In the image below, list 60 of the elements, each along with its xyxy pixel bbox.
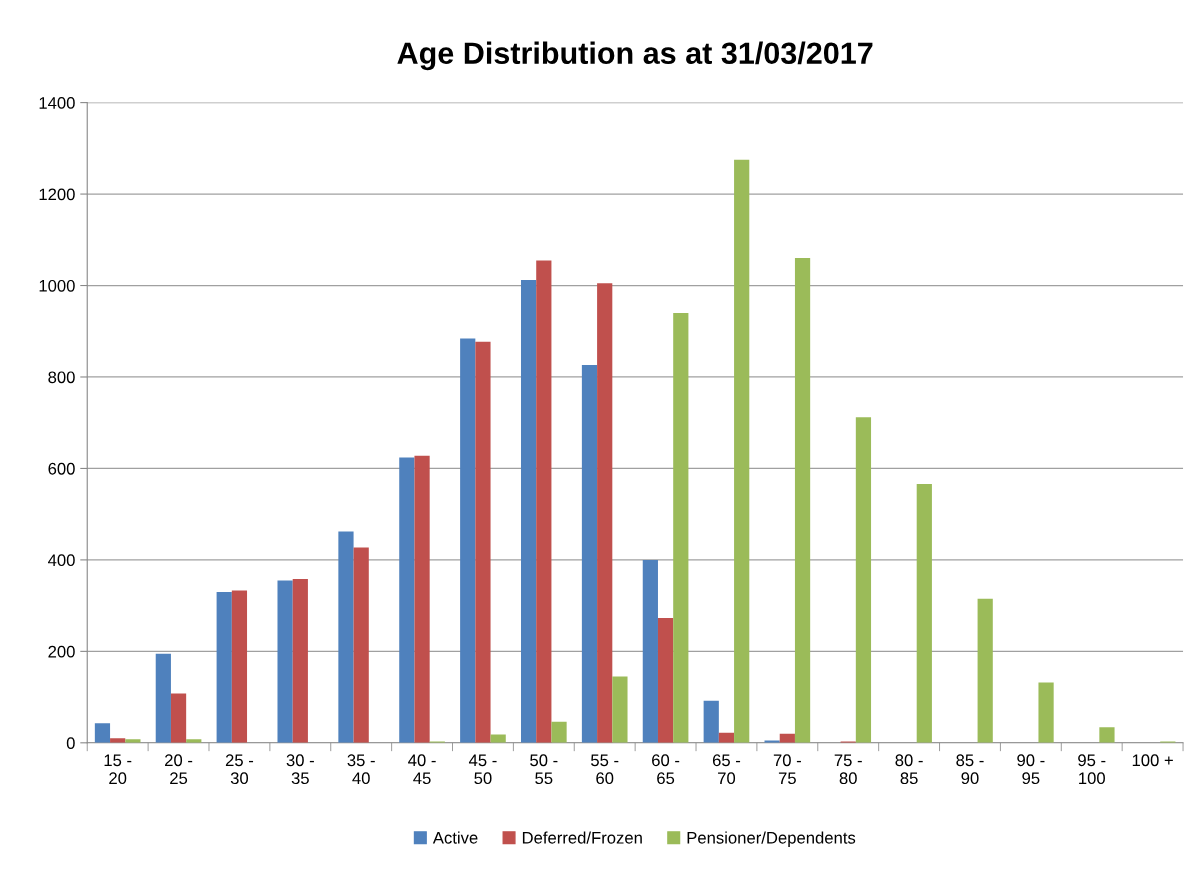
x-tick-label: 45 - 50 — [468, 754, 497, 785]
bar — [475, 341, 491, 743]
x-tick-label: 65 - 70 — [712, 754, 741, 785]
y-tick-label: 1400 — [39, 97, 75, 109]
y-tick-label: 1000 — [39, 279, 75, 292]
y-tick-label: 600 — [48, 462, 75, 475]
bar — [338, 531, 354, 743]
bar — [673, 312, 689, 743]
x-tick-label: 15 - 20 — [104, 754, 132, 785]
x-tick-label: 35 - 40 — [347, 754, 375, 785]
bar — [581, 365, 598, 743]
bar — [916, 483, 932, 743]
x-tick-label: 60 - 65 — [652, 754, 680, 785]
y-tick-label: 800 — [48, 371, 75, 384]
bar — [170, 693, 187, 743]
x-tick-label: 90 - 95 — [1017, 754, 1045, 785]
x-tick-label: 40 - 45 — [408, 754, 436, 785]
bar — [977, 598, 993, 743]
bar — [521, 280, 537, 743]
x-tick-label: 20 - 25 — [165, 754, 193, 785]
bar — [353, 547, 369, 743]
bar — [94, 723, 111, 743]
bar — [794, 258, 811, 743]
x-tick-label: 55 - 60 — [591, 754, 619, 785]
x-tick-label: 75 - 80 — [834, 754, 862, 785]
x-tick-label: 30 - 35 — [286, 754, 314, 785]
bar — [703, 700, 719, 743]
x-tick-label: 70 - 75 — [773, 754, 801, 785]
bar — [292, 579, 308, 743]
bar — [855, 417, 872, 743]
bar — [551, 721, 567, 743]
bar — [1038, 682, 1054, 743]
bar — [597, 283, 613, 743]
bar — [1099, 727, 1115, 743]
bar — [155, 653, 171, 743]
bar — [460, 338, 476, 743]
x-tick-label: 25 - 30 — [225, 754, 254, 785]
legend-label: Active — [432, 831, 478, 844]
y-tick-label: 400 — [48, 554, 75, 567]
y-tick-label: 0 — [66, 737, 75, 750]
bar — [216, 591, 232, 743]
bar — [642, 559, 658, 743]
bar — [612, 676, 628, 743]
x-tick-label: 85 - 90 — [956, 754, 984, 785]
legend-label: Deferred/Frozen — [522, 831, 642, 844]
bar — [277, 580, 293, 743]
x-tick-label: 95 - 100 — [1078, 754, 1106, 785]
bar — [231, 590, 248, 743]
y-tick-label: 200 — [48, 645, 75, 658]
bar — [536, 260, 552, 743]
bar — [414, 455, 430, 743]
x-tick-label: 80 - 85 — [895, 754, 923, 785]
legend-label: Pensioner/Dependents — [687, 831, 856, 847]
x-tick-label: 50 - 55 — [530, 754, 558, 785]
bar — [399, 457, 415, 743]
x-tick-label: 100 + — [1132, 754, 1173, 767]
bar — [657, 617, 674, 743]
chart-title: Age Distribution as at 31/03/2017 — [397, 41, 873, 71]
bar — [734, 159, 750, 743]
y-tick-label: 1200 — [39, 188, 75, 201]
